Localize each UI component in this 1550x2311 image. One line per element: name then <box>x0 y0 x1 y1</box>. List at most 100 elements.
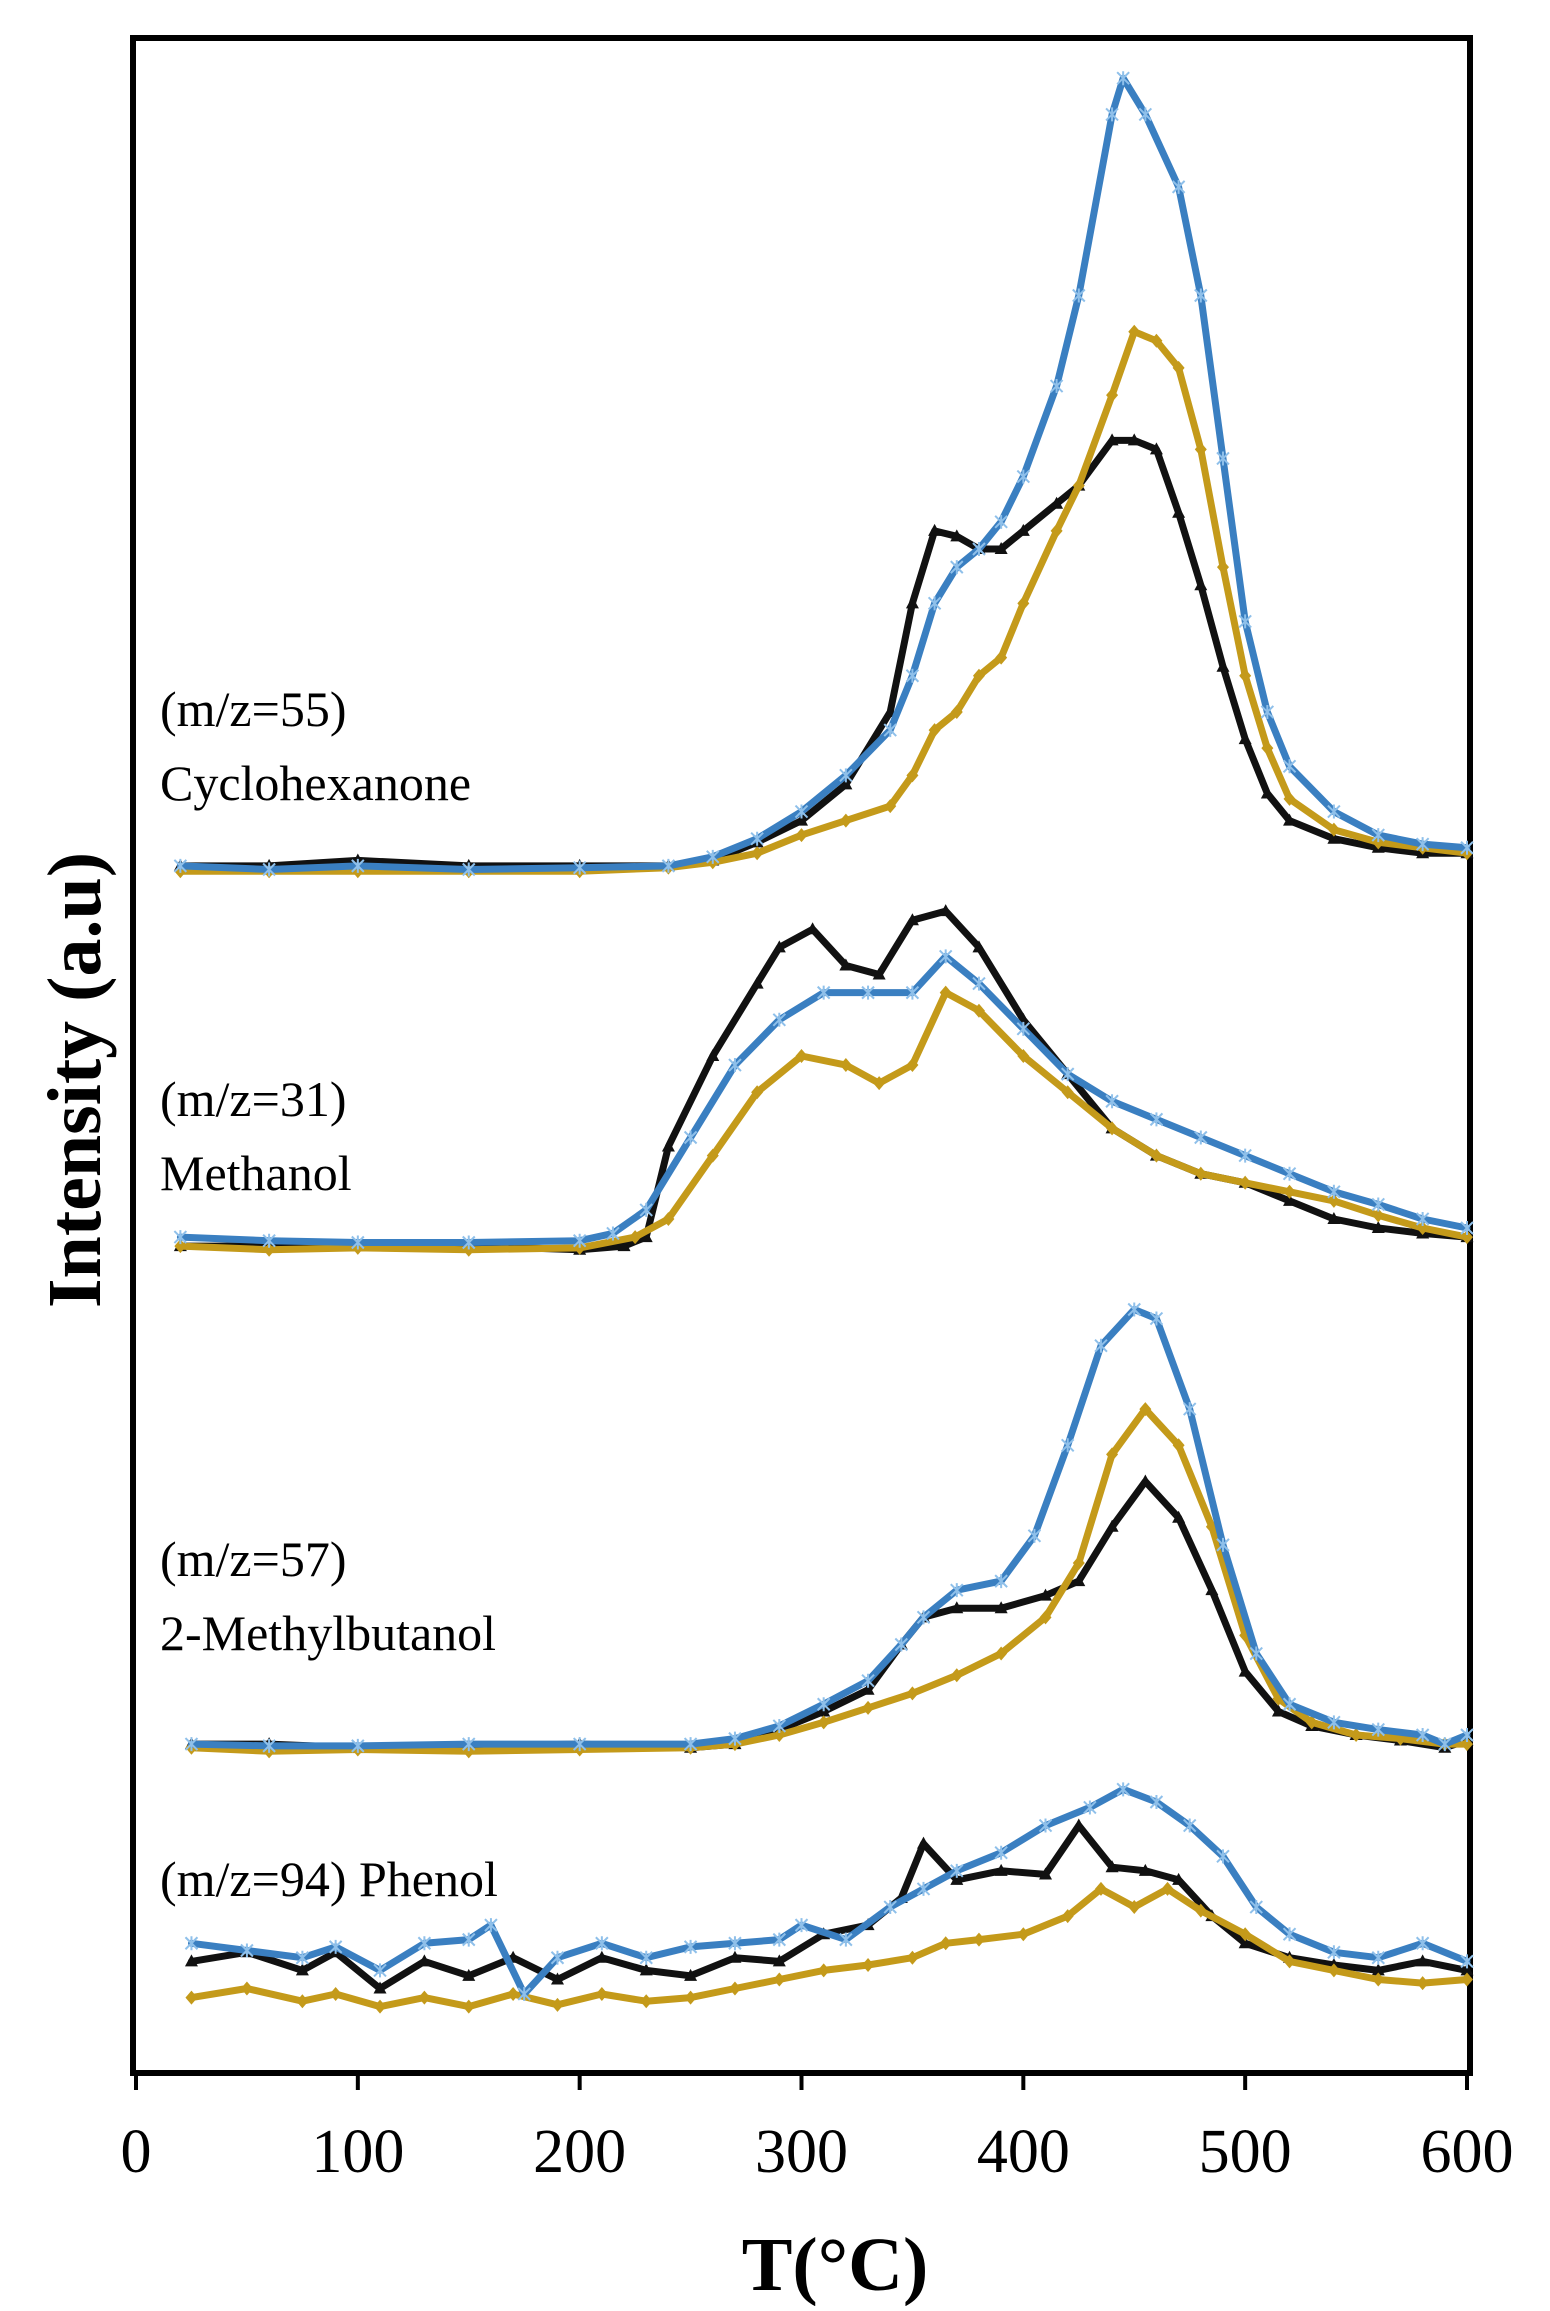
data-point-m57-blue <box>351 1738 365 1753</box>
data-point-m94-blue <box>240 1943 254 1958</box>
data-point-m55-blue <box>351 858 365 873</box>
series-line-m31-black <box>176 907 1471 1254</box>
data-point-m94-black <box>1072 1818 1086 1831</box>
data-point-m31-gold <box>1106 1121 1119 1136</box>
data-point-m31-blue <box>351 1235 365 1250</box>
series-line-m31-blue <box>176 952 1471 1246</box>
data-point-m57-blue <box>1327 1715 1341 1730</box>
data-point-m94-blue <box>550 1950 565 1965</box>
data-point-m57-blue <box>1460 1728 1474 1743</box>
series-line-m55-blue <box>176 74 1471 873</box>
data-point-m55-blue <box>927 596 942 611</box>
data-point-m94-blue <box>1083 1800 1097 1815</box>
x-tick-label: 500 <box>1199 2118 1292 2186</box>
data-point-m57-blue <box>1282 1697 1297 1712</box>
data-point-m94-gold <box>1461 1972 1473 1987</box>
data-point-m57-gold <box>1106 1447 1119 1462</box>
data-point-m94-blue <box>1327 1945 1341 1960</box>
data-point-m57-blue <box>916 1610 931 1625</box>
data-point-m55-black <box>1149 442 1163 455</box>
x-axis-title: T(°C) <box>742 2223 929 2306</box>
data-point-m94-gold <box>329 1986 342 2001</box>
data-point-m31-gold <box>1416 1221 1429 1236</box>
series-layer <box>173 71 1474 2014</box>
data-point-m94-blue <box>839 1932 853 1947</box>
data-point-m31-gold <box>1372 1208 1385 1223</box>
data-point-m31-black <box>905 913 919 926</box>
x-tick-label: 600 <box>1421 2118 1514 2186</box>
data-point-m31-gold <box>795 1049 808 1063</box>
data-point-m94-blue <box>1038 1818 1053 1833</box>
data-point-m94-gold <box>551 1997 564 2012</box>
data-point-m31-gold <box>706 1148 719 1163</box>
data-point-m57-black <box>1205 1583 1219 1596</box>
data-point-m94-blue <box>994 1845 1008 1860</box>
data-point-m55-gold <box>1050 523 1063 538</box>
data-point-m31-gold <box>1150 1148 1163 1163</box>
x-tick-label: 300 <box>755 2118 848 2186</box>
data-point-m55-gold <box>1128 324 1141 339</box>
data-point-m57-blue <box>1027 1528 1042 1543</box>
data-point-m94-black <box>295 1963 309 1976</box>
data-point-m94-gold <box>972 1932 985 1947</box>
data-point-m55-gold <box>1261 741 1274 756</box>
data-point-m55-gold <box>1194 442 1207 457</box>
data-point-m57-blue <box>1415 1728 1430 1743</box>
data-point-m55-blue <box>1171 179 1186 194</box>
data-point-m94-gold <box>185 1990 198 2005</box>
data-point-m31-gold <box>873 1076 886 1091</box>
data-point-m55-black <box>950 529 964 542</box>
data-point-m55-black <box>994 542 1008 554</box>
data-point-m57-blue <box>1060 1438 1075 1453</box>
data-point-m94-gold <box>1017 1927 1030 1942</box>
data-point-m57-blue <box>994 1574 1008 1589</box>
data-point-m55-blue <box>950 560 964 575</box>
data-point-m94-blue <box>417 1936 432 1951</box>
data-point-m94-blue <box>373 1963 387 1978</box>
data-point-m31-blue <box>462 1235 476 1250</box>
panel-label-m55-line1: (m/z=55) <box>160 681 346 737</box>
data-point-m55-blue <box>1016 469 1031 484</box>
data-point-m55-blue <box>1460 840 1474 855</box>
data-point-m31-black <box>706 1049 720 1061</box>
data-point-m57-blue <box>950 1583 964 1598</box>
data-point-m57-black <box>1138 1474 1152 1487</box>
data-point-m57-blue <box>861 1673 875 1688</box>
data-point-m55-blue <box>462 862 476 877</box>
data-point-m57-black <box>1172 1510 1186 1523</box>
data-point-m94-gold <box>1194 1903 1207 1918</box>
data-point-m57-gold <box>862 1700 875 1715</box>
data-point-m57-blue <box>772 1718 787 1733</box>
data-point-m94-blue <box>883 1900 897 1915</box>
data-point-m31-blue <box>1460 1221 1474 1236</box>
data-point-m55-black <box>1050 496 1064 509</box>
data-point-m55-gold <box>1283 791 1296 806</box>
data-point-m31-blue <box>1194 1130 1208 1145</box>
data-point-m31-blue <box>262 1233 276 1248</box>
data-point-m55-gold <box>1216 560 1229 575</box>
data-point-m94-gold <box>1094 1881 1107 1896</box>
data-point-m31-blue <box>1327 1184 1341 1199</box>
panel-label-m57-line1: (m/z=57) <box>160 1531 346 1587</box>
data-point-m94-blue <box>639 1950 653 1965</box>
data-point-m31-black <box>839 958 853 971</box>
data-point-m55-black <box>1216 659 1230 672</box>
data-point-m31-black <box>772 940 786 953</box>
data-point-m55-black <box>1238 732 1252 745</box>
data-point-m94-black <box>1138 1863 1152 1876</box>
data-point-m94-blue <box>683 1939 698 1954</box>
data-point-m55-black <box>1105 433 1119 446</box>
data-point-m55-gold <box>1017 596 1030 611</box>
data-point-m94-gold <box>1372 1972 1385 1987</box>
data-point-m31-black <box>939 904 953 917</box>
data-point-m94-black <box>728 1950 742 1963</box>
data-point-m31-gold <box>1327 1193 1340 1208</box>
data-point-m55-blue <box>1216 451 1230 466</box>
data-point-m57-blue <box>816 1697 831 1712</box>
data-point-m94-black <box>595 1950 609 1963</box>
data-point-m57-gold <box>1172 1438 1185 1453</box>
data-point-m55-black <box>795 813 808 826</box>
data-point-m55-blue <box>1138 107 1153 122</box>
data-point-m55-blue <box>1116 71 1130 86</box>
data-point-m94-blue <box>295 1950 310 1965</box>
